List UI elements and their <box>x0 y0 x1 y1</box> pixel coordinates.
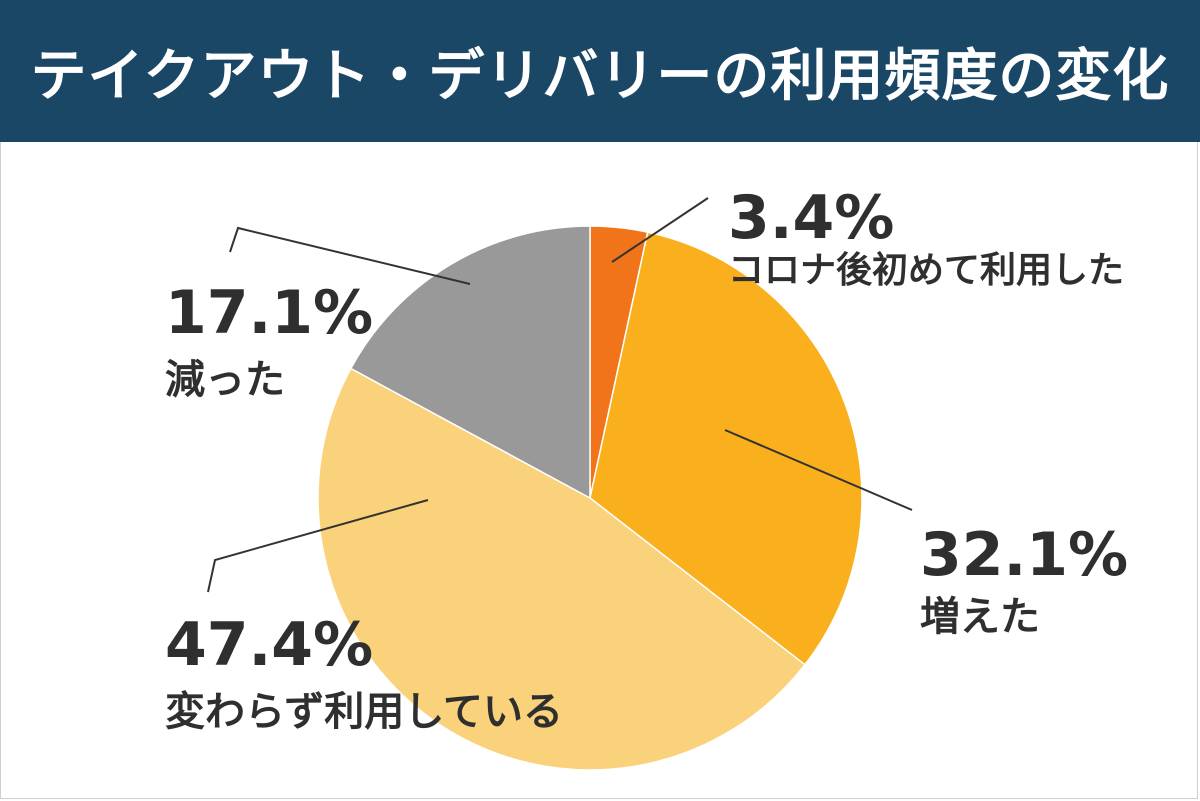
leader-line-decreased <box>229 226 471 285</box>
slice-value-label-unchanged: 47.4% <box>165 610 373 680</box>
slice-value-label-decreased: 17.1% <box>165 278 373 348</box>
pie-slices <box>317 225 863 771</box>
slice-value-label-first-use: 3.4% <box>728 183 894 253</box>
leader-line-increased <box>724 429 913 511</box>
slice-category-label-increased: 増えた <box>920 594 1040 640</box>
slice-decreased <box>349 225 591 500</box>
leader-line-unchanged <box>207 499 429 593</box>
slice-value-label-increased: 32.1% <box>920 520 1128 590</box>
slice-category-label-unchanged: 変わらず利用している <box>165 689 563 735</box>
slice-unchanged <box>317 367 806 771</box>
slice-category-label-first-use: コロナ後初めて利用した <box>728 250 1124 291</box>
leader-line-first-use <box>611 197 709 263</box>
slice-increased <box>589 231 863 666</box>
slice-category-label-decreased: 減った <box>165 357 285 403</box>
leader-lines <box>207 197 913 593</box>
chart-title: テイクアウト・デリバリーの利用頻度の変化 <box>30 43 1170 109</box>
title-bar: テイクアウト・デリバリーの利用頻度の変化 <box>0 0 1200 142</box>
